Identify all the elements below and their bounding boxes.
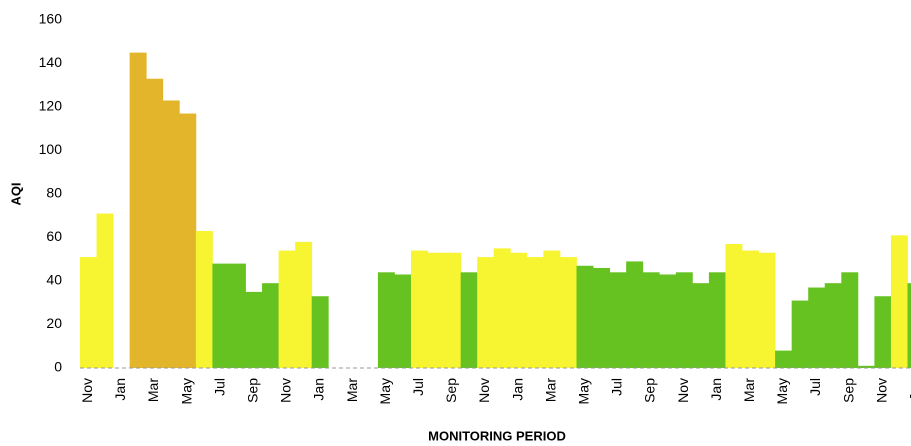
bar: [96, 213, 114, 368]
bar: [841, 272, 859, 368]
bar: [725, 244, 743, 368]
x-tick-label: Mar: [344, 378, 360, 402]
x-tick-label: Nov: [675, 378, 691, 403]
x-tick-label: Jan: [708, 378, 724, 401]
y-tick-label: 20: [46, 315, 62, 331]
x-tick-label: May: [178, 378, 194, 404]
bar: [692, 283, 710, 368]
x-tick-label: May: [377, 378, 393, 404]
x-tick-label: Nov: [476, 378, 492, 403]
bar: [162, 100, 180, 368]
x-tick-label: Jul: [609, 378, 625, 396]
y-tick-label: 100: [39, 141, 63, 157]
x-tick-label: Jan: [906, 378, 911, 401]
bar: [874, 296, 892, 368]
y-tick-label: 0: [54, 359, 62, 375]
bar: [708, 272, 726, 368]
bar: [179, 113, 197, 369]
x-tick-label: Jan: [112, 378, 128, 401]
y-tick-label: 120: [39, 98, 63, 114]
bar: [576, 265, 594, 368]
bar: [195, 230, 213, 368]
bar: [80, 257, 97, 368]
bar: [228, 263, 246, 368]
bar: [129, 52, 147, 368]
bar: [857, 365, 875, 368]
x-tick-label: Jul: [410, 378, 426, 396]
y-axis-title: AQI: [8, 182, 23, 205]
bar: [626, 261, 644, 368]
x-tick-label: Mar: [145, 378, 161, 402]
bar: [659, 274, 677, 368]
bar: [146, 78, 164, 368]
x-tick-label: Sep: [642, 378, 658, 403]
bar: [245, 291, 263, 368]
bar: [559, 257, 577, 368]
bar: [477, 257, 495, 368]
bar: [609, 272, 627, 368]
x-tick-label: Mar: [542, 378, 558, 402]
bar: [460, 272, 478, 368]
bar: [758, 252, 776, 368]
x-tick-label: Jan: [509, 378, 525, 401]
bar: [311, 296, 329, 368]
x-tick-label: Nov: [79, 378, 95, 403]
bar: [742, 250, 759, 368]
x-tick-label: Nov: [873, 378, 889, 403]
x-tick-label: Sep: [244, 378, 260, 403]
x-tick-label: Jul: [807, 378, 823, 396]
bar: [295, 241, 313, 368]
bar: [791, 300, 809, 368]
bar: [377, 272, 395, 368]
bar: [890, 235, 908, 368]
x-tick-label: May: [774, 378, 790, 404]
bar: [775, 350, 793, 368]
bar: [411, 250, 428, 368]
y-tick-label: 140: [39, 54, 63, 70]
bar: [278, 250, 296, 368]
y-tick-label: 160: [39, 11, 63, 27]
bar: [262, 283, 279, 368]
bar: [675, 272, 693, 368]
bar: [543, 250, 561, 368]
bar: [824, 283, 842, 368]
x-tick-label: Jul: [211, 378, 227, 396]
x-tick-label: Nov: [278, 378, 294, 403]
bar: [808, 287, 826, 368]
bar: [593, 267, 610, 368]
bar: [907, 283, 911, 368]
x-tick-label: May: [575, 378, 591, 404]
x-tick-label: Sep: [840, 378, 856, 403]
bar: [444, 252, 462, 368]
bar: [493, 248, 511, 368]
bar: [510, 252, 528, 368]
y-tick-label: 80: [46, 185, 62, 201]
x-tick-label: Jan: [311, 378, 327, 401]
bar: [394, 274, 412, 368]
x-tick-label: Sep: [443, 378, 459, 403]
bar: [212, 263, 230, 368]
y-tick-label: 60: [46, 228, 62, 244]
bar: [427, 252, 445, 368]
x-axis-title: MONITORING PERIOD: [428, 428, 566, 443]
x-tick-label: Mar: [741, 378, 757, 402]
y-tick-label: 40: [46, 272, 62, 288]
bar: [526, 257, 544, 368]
bar: [642, 272, 660, 368]
